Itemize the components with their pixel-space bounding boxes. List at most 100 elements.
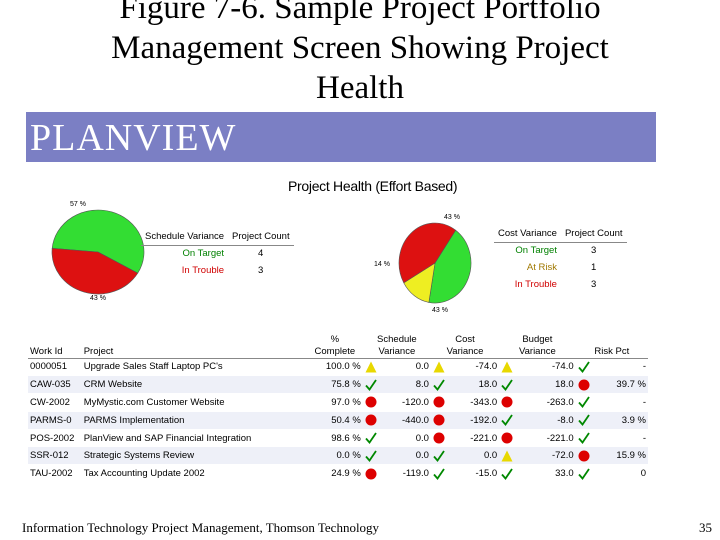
schedule-variance-cell: 8.0	[379, 375, 431, 395]
col-schedule-variance[interactable]: Schedule Variance	[362, 331, 431, 359]
planview-logo: PLANVIEW	[30, 117, 237, 159]
table-row[interactable]: CW-2002 MyMystic.com Customer Website 97.0…	[28, 393, 648, 412]
table-row[interactable]: SSR-012 Strategic Systems Review 0.0 % 0.0 0…	[28, 446, 648, 466]
cost-variance-pie-chart	[398, 222, 472, 304]
work-id-cell[interactable]: POS-2002	[28, 429, 82, 448]
cost-variance-cell: -15.0	[447, 464, 500, 484]
col-risk-pct[interactable]: Risk Pct	[575, 331, 648, 359]
budget-variance-cell: -74.0	[515, 358, 576, 377]
project-name-cell[interactable]: PlanView and SAP Financial Integration	[81, 429, 307, 448]
pct-complete-cell: 100.0 %	[306, 358, 363, 377]
project-name-cell[interactable]: Strategic Systems Review	[81, 446, 307, 466]
red-circle-icon	[578, 450, 590, 462]
on-target-count: 4	[258, 248, 264, 260]
schedule-indicator	[362, 446, 380, 466]
green-check-icon	[578, 396, 590, 409]
risk-indicator	[575, 393, 593, 412]
risk-indicator	[575, 375, 593, 395]
cost-variance-cell: -221.0	[447, 429, 500, 448]
risk-pct-cell: 3.9 %	[592, 411, 648, 430]
cost-indicator	[430, 393, 448, 412]
work-id-cell[interactable]: PARMS-0	[28, 411, 82, 430]
slide-title-line1: Figure 7-6. Sample Project Portfolio	[119, 0, 601, 26]
green-check-icon	[365, 450, 377, 462]
schedule-variance-cell: 0.0	[379, 358, 431, 377]
project-name-cell[interactable]: Tax Accounting Update 2002	[81, 464, 307, 484]
col-budget-variance[interactable]: Budget Variance	[499, 331, 576, 359]
pie-slice-on-target	[51, 209, 145, 274]
red-circle-icon	[433, 396, 445, 408]
col-cost-variance[interactable]: Cost Variance	[430, 331, 500, 359]
green-check-icon	[433, 450, 445, 462]
red-circle-icon	[433, 432, 445, 444]
yellow-triangle-icon	[501, 361, 513, 373]
schedule-variance-cell: -440.0	[379, 411, 431, 430]
schedule-indicator	[362, 429, 380, 448]
pct-complete-cell: 75.8 %	[306, 375, 363, 395]
table-row[interactable]: 0000051 Upgrade Sales Staff Laptop PC's 10…	[28, 358, 648, 377]
table-row[interactable]: TAU-2002 Tax Accounting Update 2002 24.9 %…	[28, 464, 648, 484]
table-header-row: Work Id Project % Complete Schedule Vari…	[28, 331, 648, 359]
risk-indicator	[575, 429, 593, 448]
risk-pct-cell: -	[592, 429, 648, 448]
project-name-cell[interactable]: MyMystic.com Customer Website	[81, 393, 307, 412]
col-budget-line1: Budget	[522, 333, 553, 345]
on-target-label: On Target	[182, 248, 225, 260]
risk-pct-cell: 39.7 %	[592, 375, 648, 395]
cost-on-target-label: On Target	[515, 245, 557, 257]
cost-variance-cell: 0.0	[447, 446, 500, 466]
risk-indicator	[575, 411, 593, 430]
cost-indicator	[430, 464, 448, 484]
work-id-cell[interactable]: CW-2002	[28, 393, 82, 412]
red-circle-icon	[501, 432, 513, 444]
green-check-icon	[578, 361, 590, 373]
col-budget-line2: Variance	[518, 345, 556, 357]
work-id-cell[interactable]: TAU-2002	[28, 464, 82, 484]
in-trouble-count: 3	[258, 265, 264, 276]
col-cost-line1: Cost	[455, 333, 475, 345]
cost-variance-cell: -74.0	[447, 358, 500, 377]
col-work-id[interactable]: Work Id	[28, 331, 82, 359]
slide-title-line2: Management Screen Showing Project	[111, 30, 609, 66]
project-name-cell[interactable]: CRM Website	[81, 375, 307, 395]
col-pct-complete-line2: Complete	[314, 345, 356, 357]
green-check-icon	[433, 379, 445, 391]
project-name-cell[interactable]: Upgrade Sales Staff Laptop PC's	[81, 358, 307, 377]
left-pie-green-pct: 57 %	[70, 201, 86, 208]
slide-title-line3: Health	[316, 70, 404, 106]
right-pie-yellow-pct: 14 %	[374, 261, 390, 268]
red-circle-icon	[578, 379, 590, 391]
green-check-icon	[501, 468, 514, 480]
red-circle-icon	[365, 414, 377, 426]
cost-variance-table: Cost Variance Project Count On Target 3 …	[494, 225, 627, 293]
work-id-cell[interactable]: SSR-012	[28, 446, 82, 466]
pct-complete-cell: 24.9 %	[306, 464, 363, 484]
budget-variance-cell: -263.0	[515, 393, 576, 412]
col-project[interactable]: Project	[81, 331, 307, 359]
table-row[interactable]: PARMS-0 PARMS Implementation 50.4 % -440.0-…	[28, 411, 648, 430]
work-id-cell[interactable]: CAW-035	[28, 375, 82, 395]
footer-source: Information Technology Project Managemen…	[22, 520, 380, 535]
col-pct-complete[interactable]: % Complete	[306, 331, 363, 359]
schedule-indicator	[362, 375, 380, 395]
pie-slice-on-target	[428, 229, 472, 304]
work-id-cell[interactable]: 0000051	[28, 358, 82, 377]
risk-indicator	[575, 446, 593, 466]
yellow-triangle-icon	[501, 450, 513, 462]
cost-at-risk-count: 1	[590, 262, 597, 273]
table-row[interactable]: CAW-035 CRM Website 75.8 % 8.0 18.0 18.0 39.7 …	[28, 375, 648, 395]
project-name-cell[interactable]: PARMS Implementation	[81, 411, 307, 430]
risk-pct-cell: 0	[592, 464, 648, 484]
page-number: 35	[699, 520, 712, 535]
schedule-variance-cell: 0.0	[379, 429, 431, 448]
risk-pct-cell: -	[592, 358, 648, 377]
cost-at-risk-label: At Risk	[526, 262, 557, 273]
cost-variance-cell: -192.0	[447, 411, 500, 430]
col-schedule-line1: Schedule	[377, 333, 417, 345]
red-circle-icon	[501, 396, 513, 408]
schedule-variance-pie-chart	[51, 209, 145, 295]
table-row[interactable]: POS-2002 PlanView and SAP Financial Integ…	[28, 429, 648, 448]
right-pie-green-pct: 43 %	[444, 214, 460, 221]
budget-variance-cell: -8.0	[515, 411, 576, 430]
green-check-icon	[578, 414, 590, 427]
